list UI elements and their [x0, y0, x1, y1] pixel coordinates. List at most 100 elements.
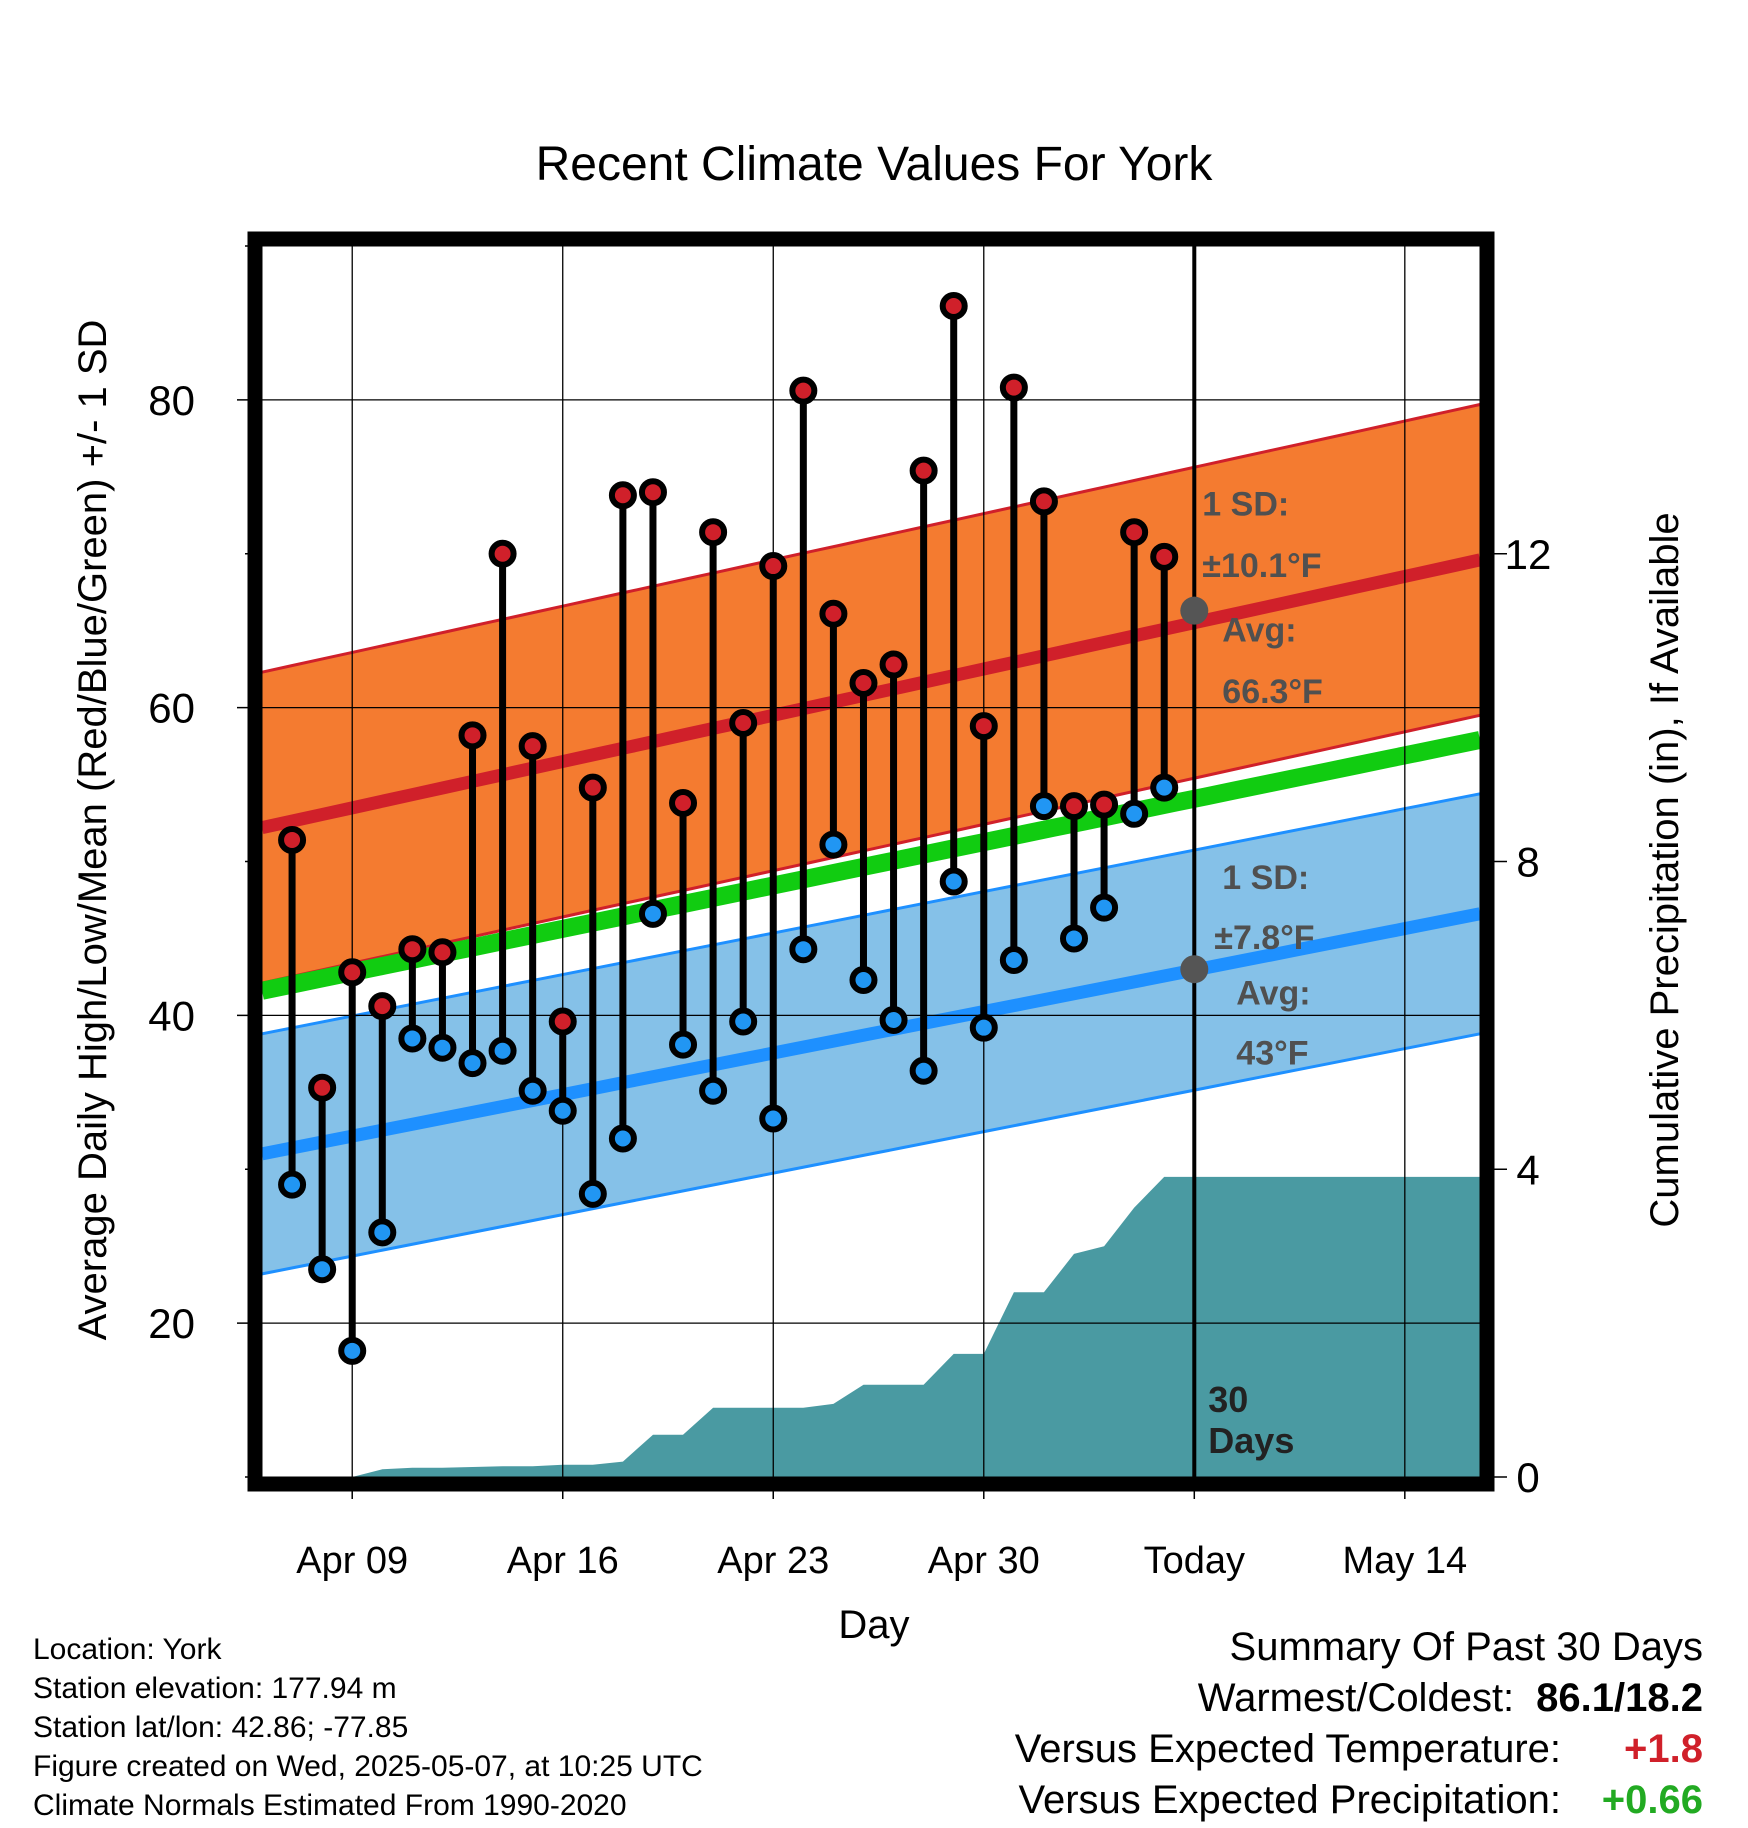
daily-low-point	[759, 1104, 788, 1133]
daily-low-point	[1150, 773, 1179, 802]
daily-high-point	[608, 481, 637, 510]
daily-low-point	[518, 1076, 547, 1105]
daily-low-point	[849, 965, 878, 994]
daily-low-point	[789, 935, 818, 964]
daily-low-point	[1060, 924, 1088, 953]
location-text: Location: York	[33, 1633, 222, 1666]
daily-low-point	[729, 1007, 758, 1036]
daily-low-point	[428, 1033, 457, 1062]
x-axis-label: Day	[838, 1603, 909, 1647]
daily-low-point	[338, 1336, 367, 1365]
daily-high-point	[849, 669, 878, 698]
low-sd-lower-line	[261, 1032, 1481, 1276]
y-axis-label: Average Daily High/Low/Mean (Red/Blue/Gr…	[71, 320, 115, 1341]
daily-high-point	[338, 958, 367, 987]
daily-high-point	[488, 539, 517, 568]
low-avg-label: Avg:	[1236, 975, 1310, 1013]
warm-cold-label: Warmest/Coldest:	[1197, 1676, 1515, 1720]
today-low-avg-marker	[1180, 955, 1209, 984]
daily-high-point	[969, 712, 998, 741]
x-tick-label: Today	[1144, 1540, 1245, 1582]
precipitation-area	[262, 1176, 1480, 1477]
daily-high-point	[699, 518, 728, 547]
daily-high-point	[428, 938, 457, 967]
daily-high-point	[458, 721, 487, 750]
latlon-text: Station lat/lon: 42.86; -77.85	[33, 1711, 409, 1744]
daily-low-point	[578, 1179, 607, 1208]
daily-low-point	[879, 1005, 908, 1034]
station-info: Location: York Station elevation: 177.94…	[33, 1630, 703, 1825]
y-tick-label: 80	[148, 377, 195, 424]
daily-low-point	[819, 830, 848, 859]
summary-panel: Summary Of Past 30 Days Warmest/Coldest:…	[1015, 1622, 1703, 1826]
daily-high-point	[879, 650, 908, 679]
temp-value: +1.8	[1624, 1727, 1703, 1771]
x-tick-label: Apr 09	[296, 1540, 408, 1582]
high-avg-value: 66.3°F	[1222, 673, 1323, 711]
high-sd-lower-line	[261, 713, 1481, 985]
x-tick-label: Apr 30	[928, 1540, 1040, 1582]
daily-low-point	[308, 1255, 337, 1284]
high-avg-label: Avg:	[1222, 611, 1296, 649]
warm-cold-value: 86.1/18.2	[1536, 1676, 1703, 1720]
precip-value: +0.66	[1601, 1778, 1703, 1822]
daily-low-point	[1120, 799, 1149, 828]
daily-low-point	[398, 1024, 427, 1053]
y2-tick-label: 8	[1516, 839, 1539, 886]
high-sd-label: 1 SD:	[1202, 485, 1289, 523]
summary-precip: Versus Expected Precipitation: +0.66	[1015, 1775, 1703, 1826]
daily-low-point	[699, 1076, 728, 1105]
chart-title: Recent Climate Values For York	[536, 138, 1214, 191]
daily-high-point	[1150, 542, 1179, 571]
low-sd-label: 1 SD:	[1222, 859, 1309, 897]
low-normal-line	[260, 907, 1482, 1161]
daily-high-point	[638, 478, 667, 507]
daily-low-point	[458, 1049, 487, 1078]
mean-normal-line	[260, 731, 1482, 1000]
y-tick-label: 40	[148, 992, 195, 1039]
today-high-avg-marker	[1180, 596, 1209, 625]
daily-low-point	[969, 1013, 998, 1042]
daily-high-point	[398, 935, 427, 964]
x-tick-label: Apr 16	[507, 1540, 619, 1582]
today-days-label-1: 30	[1208, 1379, 1248, 1420]
daily-low-point	[278, 1170, 307, 1199]
daily-high-point	[1060, 792, 1088, 821]
daily-high-point	[278, 825, 307, 854]
summary-temp: Versus Expected Temperature: +1.8	[1015, 1724, 1703, 1775]
daily-high-point	[368, 992, 397, 1021]
daily-low-point	[368, 1218, 397, 1247]
daily-high-point	[999, 373, 1028, 402]
daily-low-point	[1029, 792, 1058, 821]
daily-high-point	[1120, 518, 1149, 547]
temp-label: Versus Expected Temperature:	[1014, 1727, 1561, 1771]
daily-high-point	[1029, 487, 1058, 516]
daily-low-point	[638, 899, 667, 928]
y2-axis-label: Cumulative Precipitation (in), If Availa…	[1643, 512, 1687, 1227]
y-tick-label: 60	[148, 685, 195, 732]
low-avg-value: 43°F	[1236, 1035, 1308, 1073]
daily-high-point	[308, 1073, 337, 1102]
high-sd-upper-line	[261, 403, 1481, 674]
daily-low-point	[999, 945, 1028, 974]
daily-high-point	[909, 456, 938, 485]
daily-high-point	[759, 552, 788, 581]
y2-tick-label: 4	[1516, 1146, 1539, 1193]
x-tick-label: Apr 23	[717, 1540, 829, 1582]
daily-high-point	[548, 1007, 577, 1036]
daily-high-point	[789, 376, 818, 405]
daily-low-point	[669, 1030, 698, 1059]
low-sd-value: ±7.8°F	[1214, 919, 1314, 957]
precip-label: Versus Expected Precipitation:	[1018, 1778, 1561, 1822]
daily-low-point	[548, 1096, 577, 1125]
daily-high-point	[1090, 790, 1119, 819]
daily-low-point	[939, 867, 968, 896]
daily-high-point	[729, 709, 758, 738]
daily-low-point	[909, 1056, 938, 1085]
summary-title: Summary Of Past 30 Days	[1229, 1625, 1703, 1669]
daily-low-point	[488, 1036, 517, 1065]
y-tick-label: 20	[148, 1300, 195, 1347]
daily-low-point	[608, 1124, 637, 1153]
